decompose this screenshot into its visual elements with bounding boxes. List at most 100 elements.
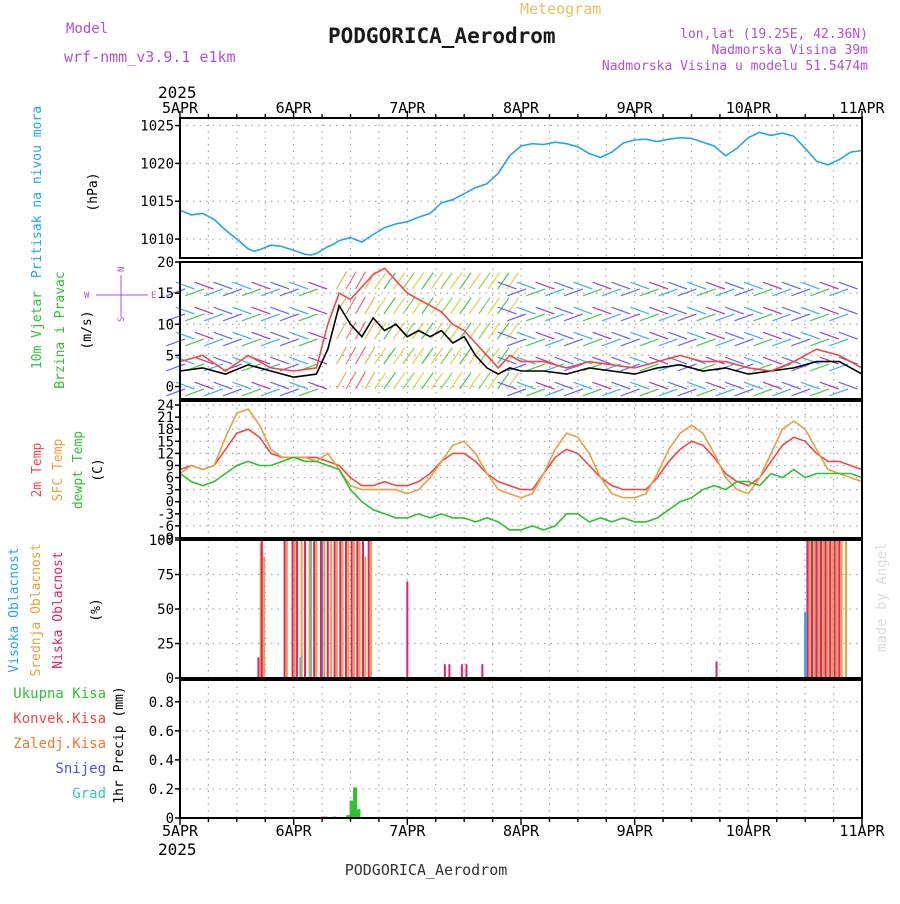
y-tick-label: -9 bbox=[157, 531, 174, 547]
wind-arrow bbox=[781, 306, 801, 315]
wind-arrow bbox=[734, 338, 754, 347]
wind-arrow bbox=[260, 388, 280, 397]
wind-arrow bbox=[800, 281, 820, 290]
axis-layer: 101010151020102505101520-9-6-30369121518… bbox=[140, 99, 885, 840]
wind-arrow bbox=[829, 388, 849, 397]
wind-arrow bbox=[715, 338, 735, 347]
wind-arrow bbox=[800, 331, 820, 340]
pressure-line bbox=[179, 131, 863, 256]
precip-legend-item: Ukupna Kisa bbox=[13, 686, 106, 702]
wind-arrow bbox=[279, 313, 299, 322]
wind-arrow bbox=[430, 372, 444, 390]
wind-arrow bbox=[270, 381, 290, 390]
wind-arrow bbox=[592, 356, 612, 365]
wind-arrow bbox=[184, 338, 205, 347]
y-tick-label: 1020 bbox=[140, 156, 174, 172]
wind-arrow bbox=[507, 363, 527, 372]
wind-arrow bbox=[194, 356, 214, 365]
wind-arrow bbox=[535, 381, 555, 390]
wind-arrow bbox=[411, 272, 425, 290]
wind-arrow bbox=[724, 306, 745, 315]
pressure-unit: (hPa) bbox=[86, 172, 101, 211]
wind-arrow bbox=[516, 381, 536, 390]
wind-arrow bbox=[497, 347, 510, 365]
wind-arrow bbox=[582, 363, 602, 372]
wind-arrow bbox=[430, 272, 444, 290]
wind-arrow bbox=[677, 388, 697, 397]
x-tick-label-bottom: 10APR bbox=[726, 822, 772, 840]
year-bottom: 2025 bbox=[158, 840, 197, 859]
wind-arrow bbox=[525, 288, 546, 297]
wind-arrow bbox=[497, 306, 517, 315]
wind-arrow bbox=[620, 313, 640, 322]
wind-arrow bbox=[392, 322, 406, 340]
wind-arrow bbox=[762, 356, 782, 365]
wind-arrow bbox=[525, 363, 546, 372]
wind-arrow bbox=[364, 371, 376, 390]
wind-arrow bbox=[800, 306, 820, 315]
wind-arrow bbox=[279, 288, 299, 297]
wind-arrow bbox=[392, 297, 406, 315]
wind-arrow bbox=[516, 356, 536, 365]
wind-arrow bbox=[705, 381, 726, 390]
wind-arrow bbox=[762, 281, 782, 290]
x-tick-label-bottom: 5APR bbox=[162, 822, 199, 840]
station-title: PODGORICA_Aerodrom bbox=[328, 24, 556, 48]
y-tick-label: 18 bbox=[157, 422, 174, 438]
wind-arrow bbox=[686, 331, 707, 340]
wind-arrow bbox=[175, 306, 195, 315]
wind-arrow bbox=[668, 281, 688, 290]
wind-arrow bbox=[166, 313, 186, 322]
wind-arrow bbox=[279, 338, 299, 347]
wind-arrow bbox=[686, 381, 707, 390]
wind-arrow bbox=[383, 297, 396, 315]
wind-arrow bbox=[753, 338, 773, 347]
precip-bar bbox=[353, 787, 358, 818]
x-tick-label-bottom: 6APR bbox=[276, 822, 313, 840]
wind-arrow bbox=[734, 388, 754, 397]
temp-label-1: 2m Temp bbox=[30, 442, 45, 497]
wind-arrow bbox=[516, 281, 536, 290]
y-tick-label: 5 bbox=[166, 348, 174, 364]
temp-2m-line bbox=[179, 428, 863, 491]
wind-arrow bbox=[592, 281, 612, 290]
wind-arrow bbox=[459, 272, 472, 290]
wind-arrow bbox=[241, 363, 261, 372]
wind-arrow bbox=[468, 297, 482, 315]
wind-arrow bbox=[554, 306, 574, 315]
wind-arrow bbox=[525, 313, 546, 322]
wind-arrow bbox=[194, 306, 214, 315]
x-tick-label-bottom: 8APR bbox=[503, 822, 540, 840]
wind-arrow bbox=[658, 313, 678, 322]
wind-arrow bbox=[222, 288, 243, 297]
wind-arrow bbox=[724, 356, 745, 365]
wind-arrow bbox=[279, 388, 299, 397]
wind-arrow bbox=[525, 338, 546, 347]
wind-arrow bbox=[620, 288, 640, 297]
y-tick-label: 0 bbox=[166, 495, 174, 511]
wind-arrow bbox=[373, 272, 387, 290]
wind-arrow bbox=[838, 306, 858, 315]
precip-unit: 1hr Precip (mm) bbox=[112, 686, 127, 803]
wind-arrow bbox=[810, 288, 830, 297]
y-tick-label: 0 bbox=[166, 380, 174, 396]
wind-arrow bbox=[573, 331, 593, 340]
wind-arrow bbox=[175, 381, 195, 390]
wind-label-1: 10m Vjetar bbox=[30, 291, 45, 369]
panel-frame bbox=[179, 539, 863, 679]
wind-arrow bbox=[715, 388, 735, 397]
wind-arrow bbox=[724, 331, 745, 340]
wind-arrow bbox=[241, 288, 261, 297]
x-tick-label-bottom: 9APR bbox=[617, 822, 654, 840]
wind-arrow bbox=[620, 338, 640, 347]
wind-arrow bbox=[810, 338, 830, 347]
wind-arrow bbox=[677, 288, 697, 297]
wind-arrow bbox=[354, 271, 367, 290]
wind-arrow bbox=[772, 288, 792, 297]
y-tick-label: 25 bbox=[157, 637, 174, 653]
wind-arrow bbox=[772, 338, 792, 347]
wind-arrow bbox=[345, 321, 357, 340]
wind-arrow bbox=[373, 322, 387, 340]
wind-arrow bbox=[601, 288, 621, 297]
wind-arrow bbox=[544, 313, 565, 322]
